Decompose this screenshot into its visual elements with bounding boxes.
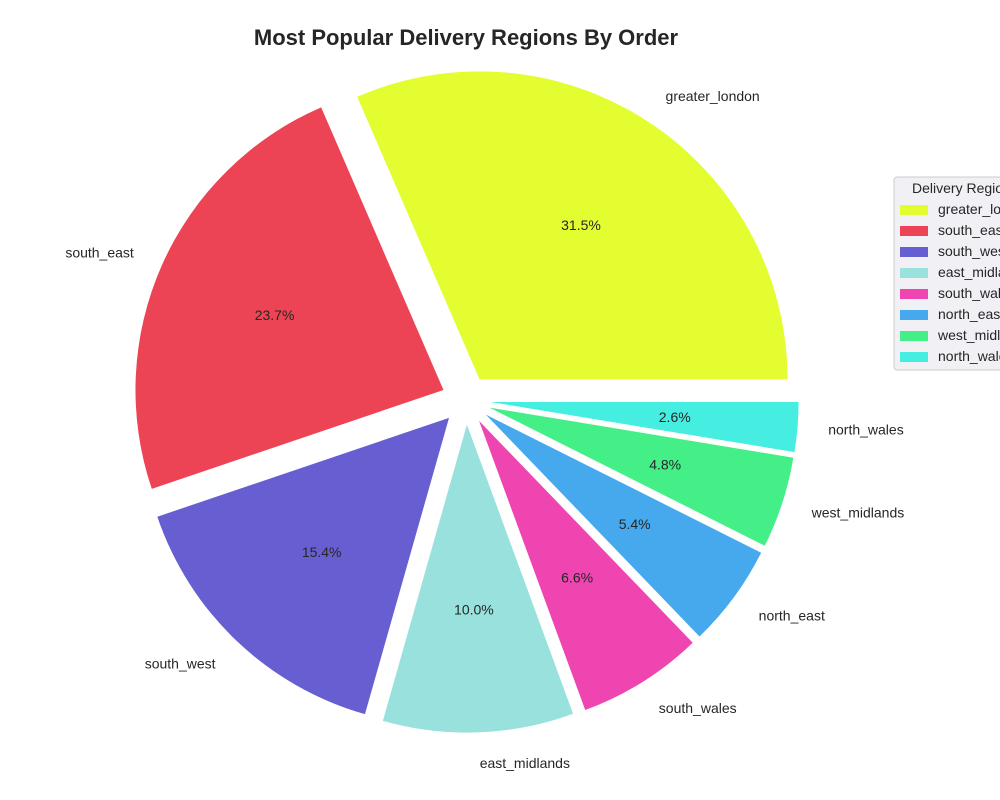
percentage-label: 5.4% (619, 516, 651, 532)
chart-title: Most Popular Delivery Regions By Order (254, 25, 679, 50)
category-label: north_east (759, 607, 825, 623)
category-label: west_midlands (811, 504, 905, 520)
percentage-label: 4.8% (649, 457, 681, 473)
legend-swatch (900, 247, 928, 257)
legend-swatch (900, 268, 928, 278)
legend-swatch (900, 331, 928, 341)
pie-slice-greater-london (357, 71, 788, 380)
percentage-label: 15.4% (302, 544, 342, 560)
legend-label: west_midlands (937, 327, 1000, 343)
pie-slice-west-midlands (489, 407, 794, 546)
percentage-label: 6.6% (561, 570, 593, 586)
percentage-labels: 31.5% 23.7% 15.4% 10.0% 6.6% 5.4% 4.8% 2.6% (255, 217, 691, 617)
legend-label: east_midlands (938, 264, 1000, 280)
legend-box (893, 176, 1000, 371)
legend-label: south_east (938, 222, 1000, 238)
pie-slice-south-wales (479, 420, 693, 711)
category-labels: greater_london south_east south_west east_m… (65, 88, 904, 771)
legend-swatch (900, 226, 928, 236)
pie-slice-south-west (157, 417, 450, 715)
pie-slices (135, 71, 799, 733)
legend-entries: greater_london south_east south_west east_m… (900, 201, 1000, 364)
pie-slice-east-midlands (382, 424, 574, 733)
pie-slice-north-east (485, 414, 762, 637)
percentage-label: 31.5% (561, 217, 601, 233)
category-label: north_wales (828, 422, 904, 438)
percentage-label: 23.7% (255, 307, 295, 323)
legend-swatch (900, 289, 928, 299)
legend-swatch (900, 205, 928, 215)
percentage-label: 10.0% (454, 601, 494, 617)
category-label: south_west (145, 655, 216, 671)
legend-title: Delivery Regions (912, 180, 1000, 196)
category-label: east_midlands (480, 755, 570, 771)
legend-label: south_wales (938, 285, 1000, 301)
legend-label: north_wales (938, 348, 1000, 364)
legend-swatch (900, 352, 928, 362)
category-label: south_wales (659, 700, 737, 716)
percentage-label: 2.6% (659, 409, 691, 425)
pie-slice-north-wales (490, 402, 799, 453)
legend-label: north_east (938, 306, 1000, 322)
category-label: south_east (65, 245, 134, 261)
legend: Delivery Regions greater_london south_eas… (893, 176, 1000, 371)
legend-swatch (900, 310, 928, 320)
category-label: greater_london (666, 88, 760, 104)
legend-label: greater_london (938, 201, 1000, 217)
legend-label: south_west (938, 243, 1000, 259)
pie-slice-south-east (135, 107, 444, 489)
